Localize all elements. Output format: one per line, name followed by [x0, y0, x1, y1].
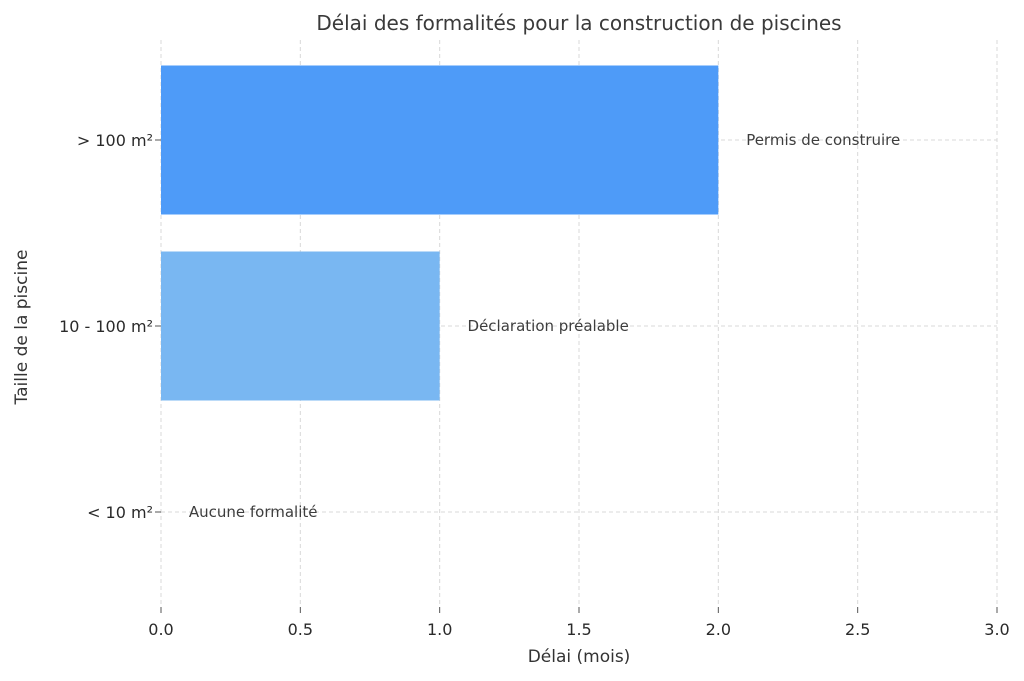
x-tick-label: 3.0 — [984, 620, 1009, 639]
x-tick-label: 2.0 — [706, 620, 731, 639]
bar-labels: Aucune formalité Déclaration préalable Per… — [189, 131, 900, 521]
bar-annotation: Aucune formalité — [189, 503, 318, 521]
bar-annotation: Permis de construire — [746, 131, 900, 149]
chart-title: Délai des formalités pour la constructio… — [316, 11, 841, 35]
x-tick-label: 0.5 — [288, 620, 313, 639]
x-axis-label: Délai (mois) — [528, 647, 631, 667]
x-tick-label: 1.0 — [427, 620, 452, 639]
axis-ticks: 0.0 0.5 1.0 1.5 2.0 2.5 3.0 < 10 m² 10 - 100 m² >… — [59, 131, 1010, 639]
bar-annotation: Déclaration préalable — [468, 317, 629, 335]
bar — [161, 251, 440, 401]
x-tick-label: 1.5 — [566, 620, 591, 639]
x-tick-label: 0.0 — [148, 620, 173, 639]
y-tick-label: < 10 m² — [87, 503, 153, 522]
y-tick-label: 10 - 100 m² — [59, 317, 153, 336]
y-tick-label: > 100 m² — [77, 131, 153, 150]
bars — [161, 65, 719, 401]
x-tick-label: 2.5 — [845, 620, 870, 639]
y-axis-label: Taille de la piscine — [12, 250, 32, 406]
bar — [161, 65, 719, 215]
